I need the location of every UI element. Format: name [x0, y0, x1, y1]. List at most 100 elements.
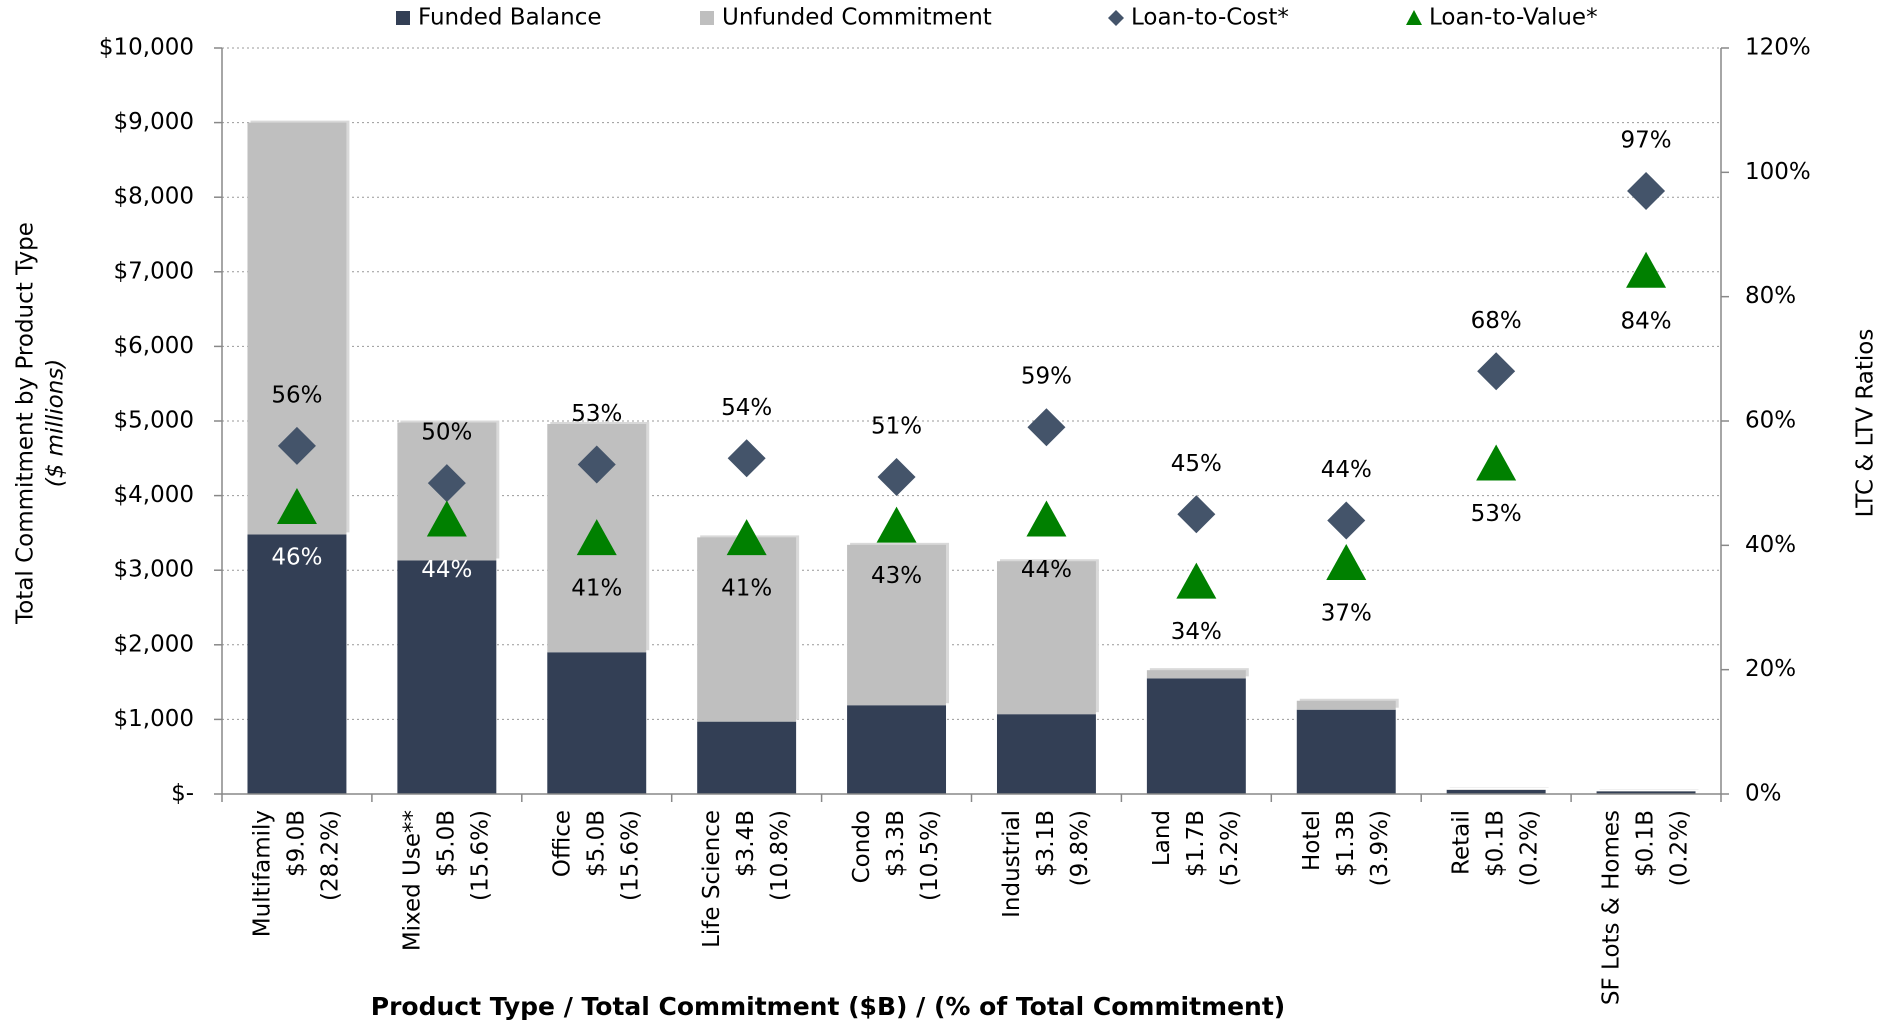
y-tick-label: $4,000	[114, 482, 194, 508]
x-tick-label: $3.1B	[1033, 810, 1059, 877]
x-tick-label: Mixed Use**	[399, 810, 425, 951]
bar-segment	[697, 537, 797, 722]
bar-segment	[847, 705, 947, 794]
bar-segment	[847, 544, 947, 706]
legend-swatch	[396, 11, 410, 25]
ltc-marker	[577, 445, 616, 484]
legend-swatch	[700, 11, 714, 25]
x-tick-label: $1.7B	[1183, 810, 1209, 877]
ltv-label: 53%	[1471, 501, 1522, 527]
ltc-marker	[427, 464, 466, 503]
x-tick-label: $5.0B	[433, 810, 459, 877]
legend-label: Funded Balance	[418, 5, 602, 31]
bar-segment	[1296, 700, 1396, 710]
x-tick-label: (10.8%)	[767, 810, 793, 901]
y-tick-label: $9,000	[114, 109, 194, 135]
x-tick-label: (3.9%)	[1367, 810, 1393, 886]
ltv-label: 44%	[1021, 557, 1072, 583]
y-tick-label: $-	[171, 781, 194, 807]
y-tick-label: $2,000	[114, 631, 194, 657]
y2-tick-label: 40%	[1745, 532, 1796, 558]
y2-tick-label: 0%	[1745, 781, 1782, 807]
x-axis-title: Product Type / Total Commitment ($B) / (…	[371, 992, 1285, 1021]
y2-axis-title: LTC & LTV Ratios	[1853, 329, 1879, 518]
bar-segment	[247, 534, 347, 794]
ltv-marker	[576, 519, 617, 556]
legend-swatch	[1108, 10, 1124, 26]
y2-tick-label: 100%	[1745, 159, 1811, 185]
bar-segment	[247, 122, 347, 535]
y-tick-label: $5,000	[114, 408, 194, 434]
ltc-marker	[1327, 501, 1366, 540]
x-tick-label: $0.1B	[1483, 810, 1509, 877]
bar-segment	[397, 560, 497, 794]
ltc-label: 97%	[1620, 127, 1671, 153]
bar-segment	[1446, 789, 1546, 794]
ltc-label: 45%	[1171, 451, 1222, 477]
y2-tick-label: 80%	[1745, 283, 1796, 309]
x-tick-label: (15.6%)	[467, 810, 493, 901]
ltv-marker	[1176, 562, 1217, 599]
ltv-label: 43%	[871, 563, 922, 589]
legend-label: Loan-to-Cost*	[1131, 5, 1289, 31]
x-tick-label: (15.6%)	[617, 810, 643, 901]
ltv-label: 84%	[1620, 308, 1671, 334]
ltc-label: 59%	[1021, 364, 1072, 390]
y-axis-subtitle: ($ millions)	[43, 359, 69, 488]
x-tick-label: Multifamily	[249, 810, 275, 937]
ltv-marker	[1326, 543, 1367, 580]
ltc-marker	[1027, 408, 1066, 447]
x-tick-label: Retail	[1449, 810, 1475, 875]
y-tick-label: $6,000	[114, 333, 194, 359]
y-tick-label: $7,000	[114, 258, 194, 284]
bar-segment	[547, 652, 647, 794]
bar-segment	[1296, 709, 1396, 794]
ltc-label: 54%	[721, 395, 772, 421]
y-tick-label: $3,000	[114, 557, 194, 583]
bar-segment	[1146, 678, 1246, 794]
ltv-marker	[876, 506, 917, 543]
legend-label: Loan-to-Value*	[1429, 5, 1598, 31]
x-tick-label: Industrial	[999, 810, 1025, 918]
x-tick-label: $9.0B	[283, 810, 309, 877]
ltv-marker	[726, 519, 767, 556]
bar-segment	[1146, 670, 1246, 679]
ltv-label: 44%	[421, 557, 472, 583]
x-tick-label: Life Science	[699, 810, 725, 948]
y2-tick-label: 60%	[1745, 408, 1796, 434]
ltv-marker	[426, 500, 467, 537]
x-tick-label: Hotel	[1299, 810, 1325, 871]
ltc-label: 56%	[271, 382, 322, 408]
bar-segment	[1596, 791, 1696, 794]
ltv-label: 37%	[1321, 600, 1372, 626]
ltc-label: 68%	[1471, 308, 1522, 334]
ltv-marker	[1026, 500, 1067, 537]
ltv-label: 41%	[571, 576, 622, 602]
x-tick-label: SF Lots & Homes	[1599, 810, 1625, 1005]
ltc-label: 51%	[871, 413, 922, 439]
bar-segment	[697, 721, 797, 794]
ltv-label: 34%	[1171, 619, 1222, 645]
ltv-marker	[1626, 251, 1667, 288]
x-tick-label: (28.2%)	[317, 810, 343, 901]
x-tick-label: (5.2%)	[1217, 810, 1243, 886]
x-tick-label: (0.2%)	[1517, 810, 1543, 886]
x-tick-label: $1.3B	[1333, 810, 1359, 877]
ltc-marker	[1177, 495, 1216, 534]
ltc-marker	[727, 439, 766, 478]
ltc-marker	[1477, 352, 1516, 391]
y-tick-label: $8,000	[114, 184, 194, 210]
x-tick-label: $3.4B	[733, 810, 759, 877]
y2-tick-label: 20%	[1745, 656, 1796, 682]
x-tick-label: (9.8%)	[1067, 810, 1093, 886]
x-tick-label: (10.5%)	[917, 810, 943, 901]
ltv-marker	[276, 488, 317, 525]
x-tick-label: $5.0B	[583, 810, 609, 877]
x-tick-label: (0.2%)	[1667, 810, 1693, 886]
y-tick-label: $1,000	[114, 706, 194, 732]
y2-tick-label: 120%	[1745, 35, 1811, 61]
bar-segment	[996, 714, 1096, 794]
ltc-marker	[877, 457, 916, 496]
ltv-label: 41%	[721, 576, 772, 602]
